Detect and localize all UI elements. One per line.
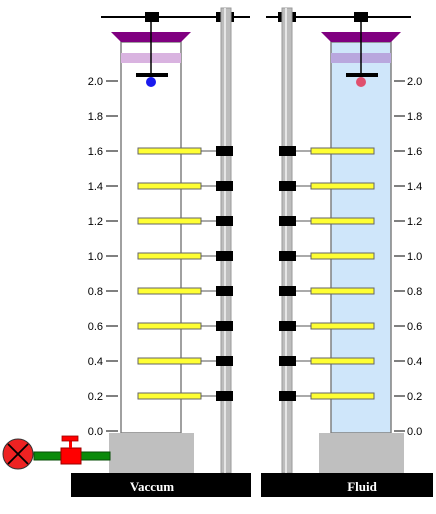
left-scale-label: 1.4 xyxy=(88,181,103,193)
right-scale-label: 0.8 xyxy=(407,286,422,298)
valve-icon[interactable] xyxy=(60,435,82,465)
left-plate-clamp xyxy=(216,356,233,366)
left-weight-bar xyxy=(136,73,168,77)
right-caption: Fluid xyxy=(347,479,377,494)
left-scale: 0.0 0.2 0.4 0.6 0.8 1.0 1.2 1.4 1.6 1.8 2.0 xyxy=(88,76,118,438)
left-scale-label: 1.8 xyxy=(88,111,103,123)
right-base xyxy=(319,433,404,473)
right-plate-clamp xyxy=(279,321,296,331)
right-tube xyxy=(330,41,392,434)
right-plate xyxy=(310,252,375,260)
left-column: Vaccum 0.0 0.2 0.4 0.6 0.8 1.0 1.2 1.4 1.6 1.8 2.0 xyxy=(71,7,251,497)
left-plate xyxy=(137,287,202,295)
left-plate-clamp xyxy=(216,286,233,296)
left-scale-label: 0.8 xyxy=(88,286,103,298)
vacuum-pump-assembly xyxy=(2,435,111,470)
left-plate xyxy=(137,357,202,365)
left-scale-label: 1.0 xyxy=(88,251,103,263)
left-scale-label: 1.2 xyxy=(88,216,103,228)
left-plate xyxy=(137,217,202,225)
right-pole-highlight xyxy=(285,8,287,473)
left-scale-label: 0.6 xyxy=(88,321,103,333)
left-scale-label: 0.2 xyxy=(88,391,103,403)
right-column: Fluid 0.0 0.2 0.4 0.6 0.8 1.0 1.2 1.4 1.6 1.8 2.0 xyxy=(261,7,433,497)
right-scale: 0.0 0.2 0.4 0.6 0.8 1.0 1.2 1.4 1.6 1.8 2.0 xyxy=(394,76,422,438)
right-caption-bar xyxy=(261,473,433,497)
right-scale-label: 1.2 xyxy=(407,216,422,228)
left-plate xyxy=(137,147,202,155)
left-caption-bar xyxy=(71,473,251,497)
left-plate-clamp xyxy=(216,391,233,401)
right-plate-clamp xyxy=(279,391,296,401)
left-plate-clamp xyxy=(216,216,233,226)
right-plate-clamp xyxy=(279,216,296,226)
right-scale-label: 1.4 xyxy=(407,181,422,193)
right-plate-clamp xyxy=(279,286,296,296)
right-plate-clamp xyxy=(279,146,296,156)
left-caption: Vaccum xyxy=(130,479,174,494)
right-scale-label: 0.6 xyxy=(407,321,422,333)
right-scale-label: 1.6 xyxy=(407,146,422,158)
right-scale-label: 1.8 xyxy=(407,111,422,123)
left-base xyxy=(109,433,194,473)
left-plate xyxy=(137,182,202,190)
left-tube xyxy=(120,41,182,434)
right-scale-label: 0.2 xyxy=(407,391,422,403)
left-ball xyxy=(146,77,156,87)
right-plate-clamp xyxy=(279,356,296,366)
right-plate-clamp xyxy=(279,181,296,191)
left-plate xyxy=(137,322,202,330)
right-weight-bar xyxy=(346,73,378,77)
left-scale-label: 2.0 xyxy=(88,76,103,88)
right-scale-label: 0.0 xyxy=(407,426,422,438)
left-scale-label: 0.4 xyxy=(88,356,103,368)
right-scale-label: 0.4 xyxy=(407,356,422,368)
right-scale-label: 1.0 xyxy=(407,251,422,263)
left-plate xyxy=(137,392,202,400)
right-plate xyxy=(310,392,375,400)
left-plate-clamp xyxy=(216,181,233,191)
right-plate xyxy=(310,287,375,295)
left-pole-highlight xyxy=(224,8,226,473)
left-plate-clamp xyxy=(216,321,233,331)
left-plate-clamp xyxy=(216,146,233,156)
left-scale-label: 1.6 xyxy=(88,146,103,158)
right-plate xyxy=(310,322,375,330)
right-plate xyxy=(310,217,375,225)
left-top-bar-clamp xyxy=(145,12,159,22)
right-scale-label: 2.0 xyxy=(407,76,422,88)
right-plate xyxy=(310,357,375,365)
pump-icon[interactable] xyxy=(2,438,34,470)
right-plate-clamp xyxy=(279,251,296,261)
right-ball xyxy=(356,77,366,87)
right-plate xyxy=(310,147,375,155)
left-scale-label: 0.0 xyxy=(88,426,103,438)
left-plates xyxy=(137,146,233,401)
left-plate xyxy=(137,252,202,260)
left-plate-clamp xyxy=(216,251,233,261)
right-plates xyxy=(279,146,375,401)
right-plate xyxy=(310,182,375,190)
